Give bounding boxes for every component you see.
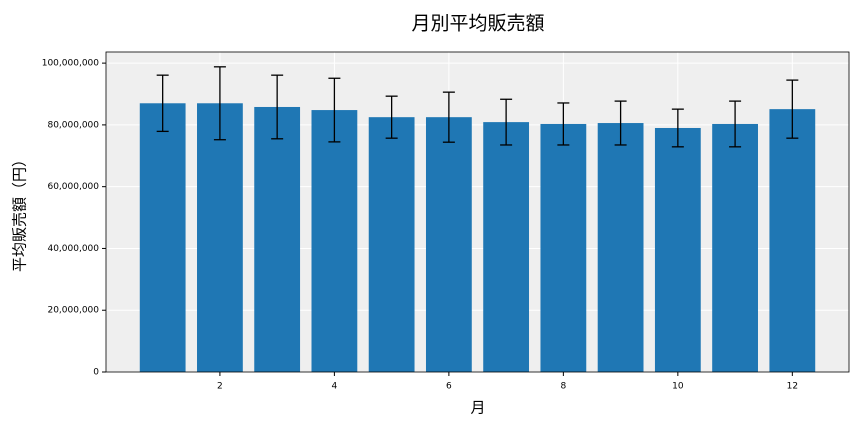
y-tick-label: 0: [93, 368, 99, 378]
bar: [197, 103, 243, 372]
y-tick-label: 20,000,000: [47, 306, 99, 316]
x-tick-label: 4: [332, 382, 338, 392]
bar: [597, 123, 644, 372]
bar: [425, 117, 472, 373]
bar: [654, 127, 701, 372]
x-axis-label: 月: [470, 399, 485, 417]
x-tick-label: 6: [446, 382, 452, 392]
y-tick-label: 100,000,000: [42, 59, 100, 69]
bar: [712, 123, 758, 372]
chart-title: 月別平均販売額: [411, 13, 544, 35]
bar: [540, 123, 587, 372]
y-tick-label: 40,000,000: [47, 244, 99, 254]
bar: [254, 106, 301, 372]
x-tick-label: 10: [672, 382, 684, 392]
plot-frame: [105, 51, 850, 373]
bar: [769, 109, 816, 373]
y-tick-label: 60,000,000: [47, 182, 99, 192]
x-tick-label: 12: [787, 382, 798, 392]
bar: [368, 117, 415, 373]
x-tick-label: 8: [560, 382, 566, 392]
bar: [483, 122, 530, 372]
bar: [311, 110, 358, 373]
bar: [139, 103, 186, 372]
x-tick-label: 2: [217, 382, 223, 392]
y-axis-label: 平均販売額（円）: [11, 152, 29, 272]
y-tick-label: 80,000,000: [47, 120, 99, 130]
